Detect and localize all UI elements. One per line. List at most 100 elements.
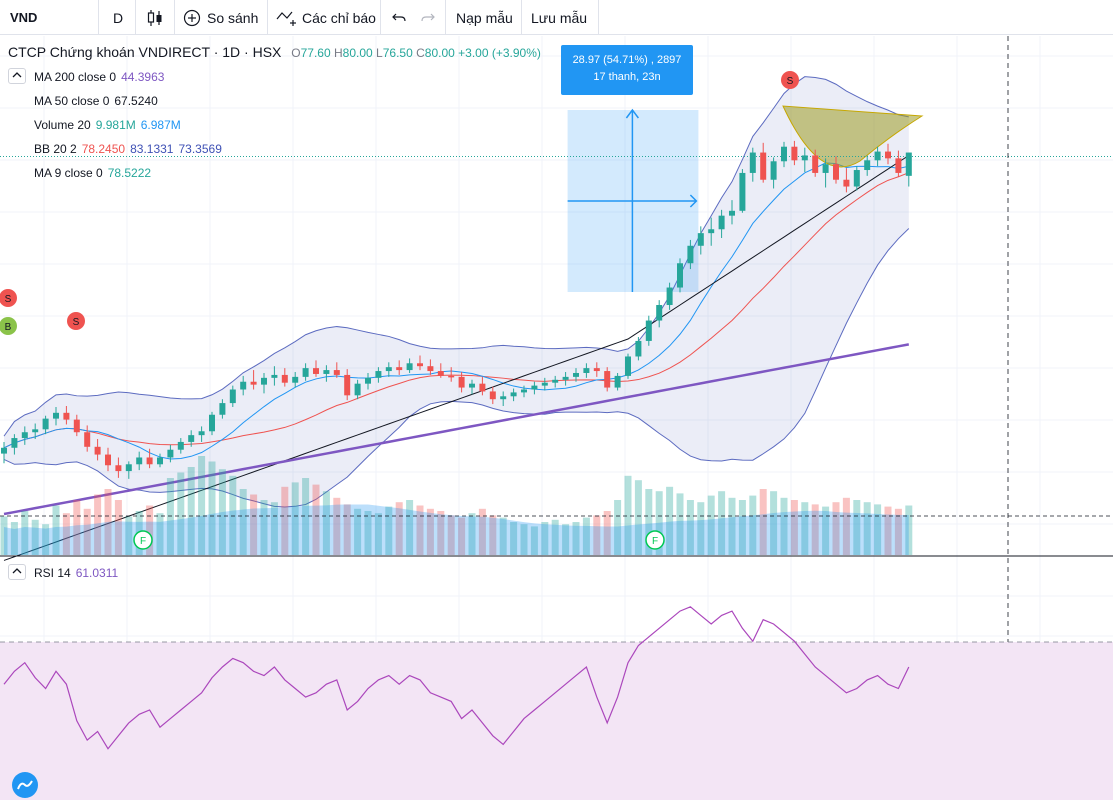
- symbol-label: VND: [10, 10, 38, 25]
- toolbar-divider: [174, 0, 175, 35]
- candle-body: [250, 381, 257, 385]
- toolbar-divider: [521, 0, 522, 35]
- candle-body: [697, 233, 704, 246]
- volume-bar: [874, 504, 882, 555]
- candle-body: [645, 320, 652, 341]
- volume-bar: [822, 506, 830, 555]
- candle-body: [500, 396, 507, 400]
- volume-bar: [343, 504, 351, 555]
- volume-bar: [291, 482, 299, 555]
- volume-bar: [478, 508, 486, 555]
- measure-bars: 17 thanh, 23n: [593, 71, 661, 83]
- volume-bar: [489, 515, 497, 555]
- candle-body: [448, 375, 455, 378]
- save-template-label: Lưu mẫu: [531, 9, 588, 26]
- high-value: 80.00: [342, 46, 373, 60]
- volume-bar: [83, 508, 91, 555]
- candle-body: [11, 438, 18, 448]
- candle-body: [656, 305, 663, 321]
- volume-bar: [447, 515, 455, 555]
- bollinger-basis-line: [3, 172, 909, 449]
- legend-collapse-button[interactable]: [8, 68, 26, 84]
- measure-change: 28.97 (54.71%) , 2897: [572, 54, 682, 66]
- candle-body: [396, 367, 403, 371]
- chart-type-button[interactable]: [146, 0, 164, 35]
- indicator-label: BB 20 2: [34, 142, 77, 156]
- low-value: 76.50: [382, 46, 413, 60]
- volume-bar: [853, 500, 861, 555]
- tradingview-logo-icon[interactable]: [12, 772, 38, 798]
- chart-pane[interactable]: S B S S F F CTCP Chứng khoán VNDIRECT · 1D · …: [0, 36, 1113, 800]
- candle-body: [770, 161, 777, 180]
- ma200-line: [3, 343, 910, 516]
- f-signal-marker-label: F: [140, 536, 146, 547]
- volume-bar: [395, 502, 403, 555]
- sell-signal-marker-label: S: [73, 317, 80, 328]
- indicators-button[interactable]: Các chỉ báo: [276, 0, 376, 35]
- symbol-legend: CTCP Chứng khoán VNDIRECT · 1D · HSX O77…: [8, 44, 541, 60]
- price-chart-canvas[interactable]: S B S S F F: [0, 36, 1113, 800]
- candles-icon: [146, 9, 164, 27]
- compare-button[interactable]: So sánh: [183, 0, 258, 35]
- candle-body: [604, 371, 611, 388]
- candle-body: [157, 457, 163, 465]
- candle-body: [219, 403, 226, 415]
- cup-pattern-shape: [782, 105, 924, 168]
- volume-bar: [468, 513, 476, 555]
- buy-signal-marker-circle: [0, 317, 17, 335]
- candle-body: [812, 155, 819, 173]
- candle-body: [323, 370, 330, 374]
- indicator-value: 73.3569: [178, 142, 222, 156]
- candle-body: [385, 367, 392, 372]
- indicator-value: 83.1331: [130, 142, 174, 156]
- volume-bar: [707, 495, 715, 555]
- toolbar-divider: [98, 0, 99, 35]
- rsi-collapse-button[interactable]: [8, 564, 26, 580]
- indicators-icon: [276, 9, 298, 27]
- candle-body: [489, 391, 496, 400]
- indicator-value: 44.3963: [121, 70, 165, 84]
- volume-bar: [905, 505, 913, 555]
- sell-signal-marker-circle: [67, 312, 85, 330]
- candle-body: [365, 377, 371, 384]
- candle-body: [136, 457, 143, 465]
- candle-body: [84, 432, 91, 447]
- measure-tooltip: 28.97 (54.71%) , 2897 17 thanh, 23n: [561, 45, 693, 95]
- buy-signal-marker: B: [0, 317, 17, 335]
- volume-bar: [894, 508, 902, 555]
- save-template-button[interactable]: Lưu mẫu: [531, 0, 587, 35]
- candle-body: [53, 412, 59, 419]
- volume-bar: [697, 502, 705, 555]
- close-label: C: [416, 46, 425, 60]
- undo-button[interactable]: [391, 0, 407, 35]
- volume-bar: [187, 467, 195, 555]
- volume-bar: [364, 511, 372, 555]
- toolbar-divider: [598, 0, 599, 35]
- candle-body: [801, 155, 808, 161]
- volume-bar: [177, 472, 185, 555]
- volume-bar: [582, 517, 590, 555]
- volume-bar: [562, 524, 570, 555]
- candle-body: [531, 385, 538, 390]
- toolbar-divider: [267, 0, 268, 35]
- volume-bar: [270, 502, 278, 555]
- volume-bar: [520, 524, 528, 555]
- candle-body: [781, 146, 787, 162]
- indicator-label: MA 200 close 0: [34, 70, 117, 84]
- f-signal-marker-circle: [645, 530, 665, 550]
- volume-bar: [749, 495, 757, 555]
- interval-button[interactable]: D: [113, 0, 123, 35]
- candle-body: [417, 363, 423, 367]
- candle-body: [822, 164, 829, 173]
- redo-button[interactable]: [420, 0, 436, 35]
- toolbar-divider: [135, 0, 136, 35]
- symbol-search-button[interactable]: VND: [10, 0, 37, 35]
- volume-bar: [655, 491, 663, 555]
- candle-body: [375, 371, 382, 378]
- volume-bar: [728, 497, 736, 555]
- volume-bar: [676, 493, 684, 555]
- volume-bar: [250, 494, 258, 555]
- rsi-label: RSI 14: [34, 566, 71, 580]
- f-signal-marker-circle: [133, 530, 153, 550]
- load-template-button[interactable]: Nạp mẫu: [456, 0, 513, 35]
